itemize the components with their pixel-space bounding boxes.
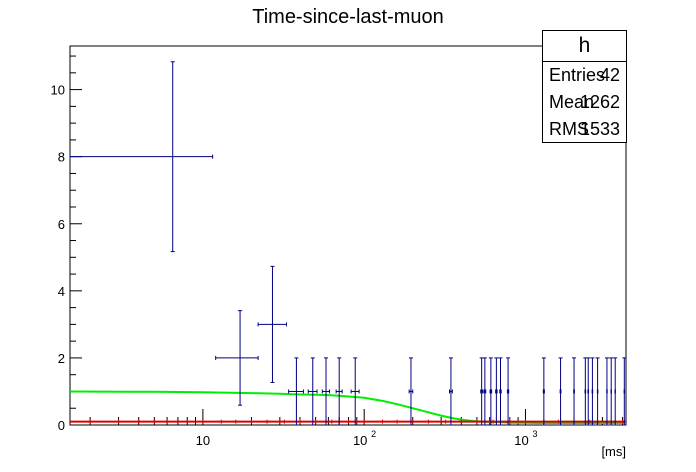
data-point (494, 357, 499, 426)
y-axis: 0 2 4 6 8 10 (51, 55, 82, 433)
data-point (321, 357, 331, 426)
data-point (408, 357, 414, 426)
stats-entries-value: 42 (599, 65, 620, 85)
data-point (215, 310, 259, 406)
data-point (622, 357, 627, 426)
stats-histogram-name: h (543, 31, 626, 62)
stats-rms-label: RMS (549, 119, 589, 139)
data-point (541, 357, 546, 426)
chart-title: Time-since-last-muon (252, 6, 444, 28)
data-point (257, 265, 288, 383)
plot-frame (69, 45, 627, 426)
x-tick-label: 10 (353, 433, 367, 448)
green-fit-curve (69, 390, 626, 424)
y-tick-label: 6 (58, 217, 65, 232)
plot-frame-rect (69, 45, 627, 426)
stats-mean-value: 1262 (579, 92, 620, 112)
data-point (586, 357, 591, 426)
x-tick-exponent: 3 (532, 429, 537, 439)
x-axis: 10 10 2 10 3 (89, 409, 624, 448)
y-tick-label: 10 (51, 83, 65, 98)
data-point (350, 357, 360, 426)
x-tick-label: 10 (196, 433, 210, 448)
stats-entries-label: Entries (549, 65, 606, 85)
data-point (558, 357, 563, 426)
data-point (307, 357, 318, 426)
data-point (583, 357, 588, 426)
stats-box: h Entries 42 Mean 1262 RMS 1533 (542, 30, 627, 143)
y-tick-label: 8 (58, 150, 65, 165)
data-point (482, 357, 487, 426)
data-point (488, 357, 493, 426)
y-tick-label: 4 (58, 284, 65, 299)
data-point (448, 357, 453, 426)
data-point (506, 357, 511, 426)
data-point (604, 357, 609, 426)
stats-mean-label: Mean (549, 92, 595, 112)
plot-series (69, 61, 627, 426)
data-point (498, 357, 503, 426)
data-point (479, 357, 484, 426)
x-tick-label: 10 (514, 433, 528, 448)
stats-rms-value: 1533 (579, 119, 620, 139)
data-point (572, 357, 577, 426)
y-tick-label: 2 (58, 351, 65, 366)
x-tick-exponent: 2 (371, 429, 376, 439)
stats-row-rms: RMS 1533 (543, 116, 626, 143)
data-point (69, 61, 214, 253)
data-point (613, 357, 618, 426)
y-tick-label: 0 (58, 418, 65, 433)
data-point (335, 357, 343, 426)
data-point (609, 357, 614, 426)
data-point (590, 357, 595, 426)
data-point (288, 357, 304, 426)
stats-row-entries: Entries 42 (543, 62, 626, 89)
data-point (595, 357, 600, 426)
stats-row-mean: Mean 1262 (543, 89, 626, 116)
x-axis-label: [ms] (601, 444, 626, 459)
